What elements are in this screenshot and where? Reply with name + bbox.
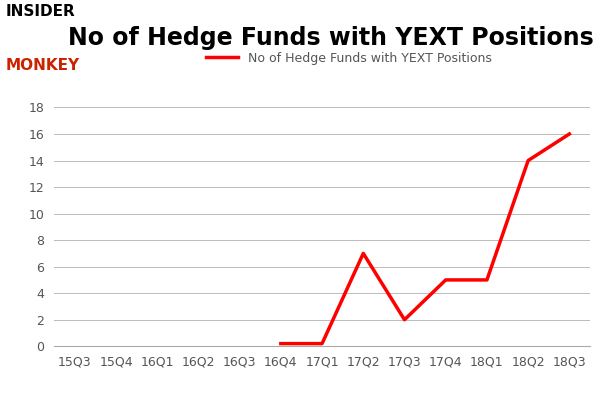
Legend: No of Hedge Funds with YEXT Positions: No of Hedge Funds with YEXT Positions [201,47,497,70]
Text: MONKEY: MONKEY [6,58,80,73]
Text: INSIDER: INSIDER [6,4,76,19]
Text: No of Hedge Funds with YEXT Positions: No of Hedge Funds with YEXT Positions [68,26,594,50]
